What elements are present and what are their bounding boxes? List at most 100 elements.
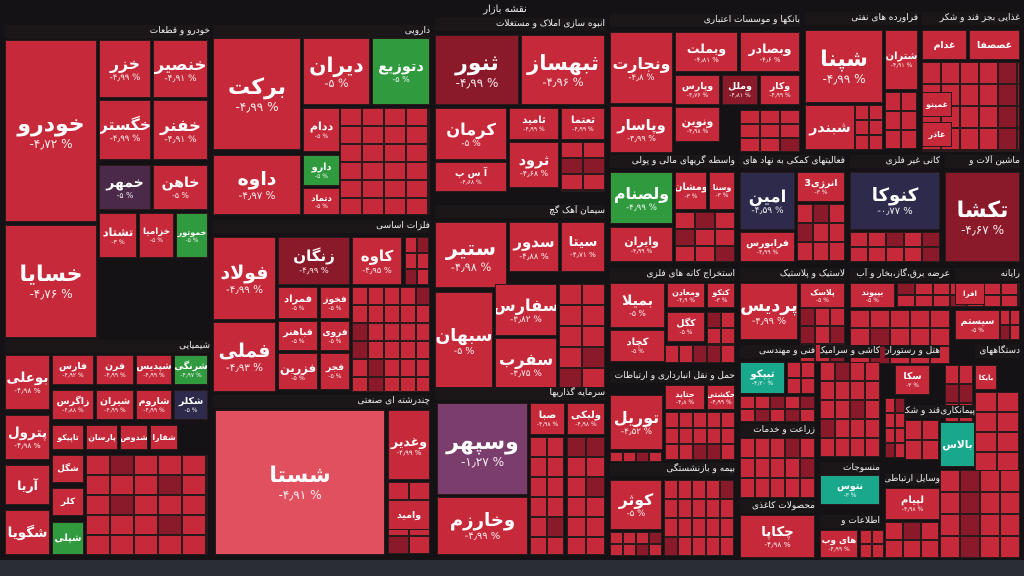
filler-cell xyxy=(707,412,721,428)
stock-tile: زاگرس -۴٫۸۸ % xyxy=(52,390,94,420)
filler-cell xyxy=(800,478,815,498)
stock-tile: غمینو xyxy=(922,92,952,117)
filler-cell xyxy=(406,126,428,144)
filler-cell xyxy=(940,470,960,492)
stock-tile: خزر -۴٫۹۹ % xyxy=(99,40,151,98)
stock-name: خزر xyxy=(110,55,140,73)
filler-cell xyxy=(86,515,110,535)
stock-change: -۴٫۹۲ % xyxy=(62,372,84,379)
stock-change: -۴٫۹۹ % xyxy=(104,407,126,414)
sector-header: خودرو و قطعات xyxy=(5,25,210,38)
filler-cell xyxy=(895,413,905,428)
filler-cell xyxy=(665,428,679,444)
stock-tile: وملل -۴٫۸۱ % xyxy=(722,75,758,105)
filler-cell xyxy=(885,130,901,149)
stock-name: شدوص xyxy=(120,433,148,442)
stock-name: سدور xyxy=(513,233,555,251)
filler-cell xyxy=(206,515,208,535)
filler-cell xyxy=(886,247,904,262)
stock-name: فخوز xyxy=(323,294,347,305)
filler-cell xyxy=(664,480,678,499)
stock-tile: بوعلی -۴٫۹۸ % xyxy=(5,355,50,410)
filler-cell xyxy=(855,105,869,120)
filler-cell xyxy=(960,106,979,128)
filler-cell xyxy=(715,229,735,246)
stock-change: -۴٫۹۹ % xyxy=(626,202,657,213)
stock-name: چکاپا xyxy=(761,524,794,540)
filler-cell xyxy=(428,198,430,215)
filler-cell xyxy=(665,412,679,428)
filler-cell xyxy=(1017,62,1020,84)
filler-cell xyxy=(406,180,428,198)
filler-cell xyxy=(158,475,182,495)
stock-tile: وبملت -۴٫۸۱ % xyxy=(675,32,738,72)
filler-cell xyxy=(940,514,960,536)
filler-cell xyxy=(182,535,206,555)
filler-cell xyxy=(868,247,886,262)
stock-tile: وسپهر -۱٫۲۷ % xyxy=(437,403,528,495)
stock-name: کاوه xyxy=(360,247,394,265)
stock-name: کچاد xyxy=(626,337,649,348)
stock-change: -۴٫۹۸ % xyxy=(14,386,41,395)
filler-cell xyxy=(206,455,208,475)
filler-cell xyxy=(910,310,930,328)
stock-name: شپنا xyxy=(820,47,868,72)
filler-cell xyxy=(904,247,922,262)
stock-name: حتاید xyxy=(675,389,695,399)
stock-change: -۵ % xyxy=(150,237,163,244)
filler-cell xyxy=(895,443,905,458)
filler-cell xyxy=(665,444,679,460)
filler-cell xyxy=(979,84,998,106)
filler-cell xyxy=(785,438,800,458)
filler-cell xyxy=(559,326,582,347)
filler-cell xyxy=(715,212,735,229)
filler-cell xyxy=(1017,128,1020,150)
filler-cell xyxy=(561,174,583,190)
stock-name: وملل xyxy=(728,81,752,92)
stock-tile: ومشان -۳ % xyxy=(675,172,707,210)
stock-tile: کنوکا -۰٫۷۷ % xyxy=(850,172,940,230)
filler-cell xyxy=(860,530,872,544)
sector-header: دارویی xyxy=(213,25,430,38)
filler-cell xyxy=(400,305,416,323)
filler-cell xyxy=(586,437,605,457)
sector-header: بانکها و موسسات اعتباری xyxy=(610,14,800,27)
stock-tile: ونوین -۴٫۹۸ % xyxy=(675,107,720,142)
stock-name: بمیلا xyxy=(621,293,654,309)
filler-cell xyxy=(582,347,605,368)
filler-cell xyxy=(885,443,895,458)
filler-cell xyxy=(800,438,815,458)
sector-header: زراعت و خدمات xyxy=(740,424,815,437)
filler-cell xyxy=(567,477,586,497)
filler-cell xyxy=(941,150,960,152)
stock-name: خموتور xyxy=(177,227,207,237)
stock-name: تکشا xyxy=(956,197,1009,223)
stock-name: پردیس xyxy=(740,296,798,316)
stock-tile: وپاسار -۴٫۹۹ % xyxy=(610,106,673,153)
stock-change: -۴٫۹۹ % xyxy=(464,531,501,542)
filler-cell xyxy=(865,438,880,457)
filler-cell xyxy=(865,362,880,381)
stock-tile: برکت -۴٫۹۹ % xyxy=(213,38,301,150)
filler-cell xyxy=(960,150,979,152)
filler-cell xyxy=(182,495,206,515)
stock-tile: شدوص xyxy=(120,425,148,450)
filler-cell xyxy=(945,384,959,403)
stock-name: خزامیا xyxy=(142,227,171,237)
filler-cell xyxy=(678,518,692,537)
stock-tile: غاذر xyxy=(922,122,952,147)
filler-cell xyxy=(997,412,1019,432)
stock-name: وامید xyxy=(396,509,422,521)
filler-cell xyxy=(384,162,406,180)
stock-name: شبندر xyxy=(809,119,851,136)
filler-cell xyxy=(922,420,939,440)
filler-cell xyxy=(855,135,869,150)
filler-cell xyxy=(835,419,850,438)
filler-cell xyxy=(800,308,815,326)
filler-cell xyxy=(855,120,869,135)
stock-change: -۴٫۸۲ % xyxy=(510,314,542,325)
filler-cell xyxy=(416,323,430,341)
filler-cell xyxy=(721,412,735,428)
filler-cell xyxy=(910,328,930,346)
filler-cell xyxy=(885,428,895,443)
